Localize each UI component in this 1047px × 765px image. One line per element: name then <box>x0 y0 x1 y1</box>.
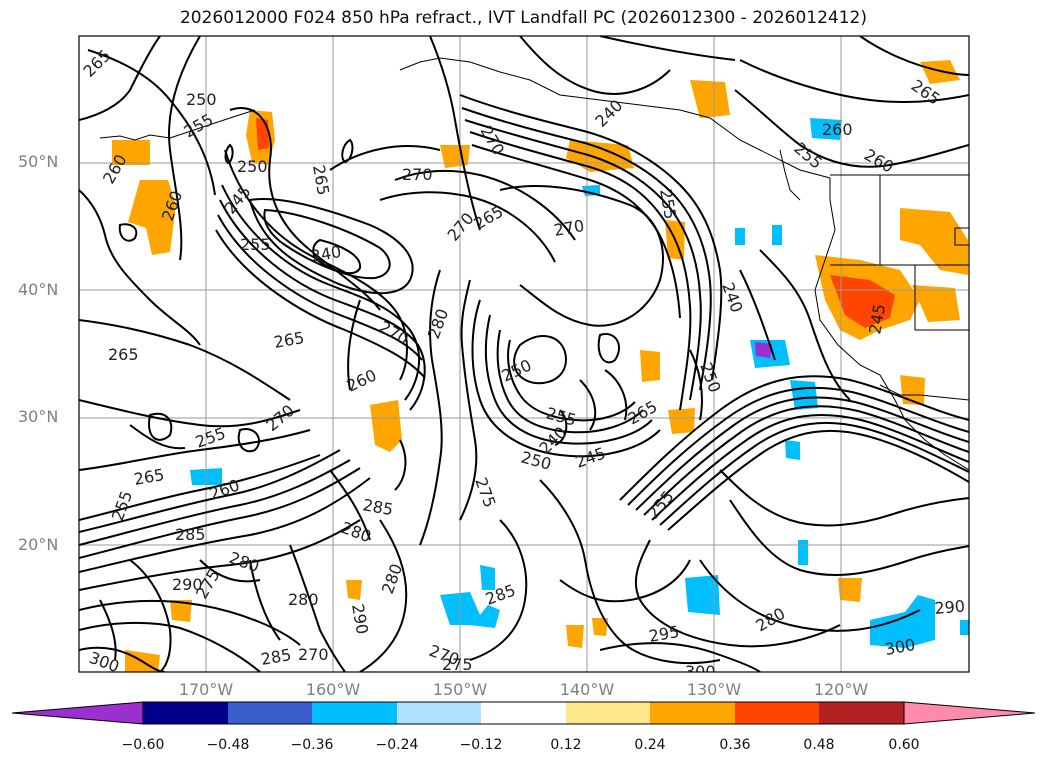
contour-label: 250 <box>237 157 268 176</box>
colorbar-segment <box>312 702 397 724</box>
positive-anomaly <box>112 140 150 165</box>
colorbar-tick-label: −0.24 <box>375 737 419 753</box>
map-title: 2026012000 F024 850 hPa refract., IVT La… <box>179 8 867 28</box>
colorbar-tick-label: 0.12 <box>550 737 582 753</box>
colorbar-tick-label: 0.36 <box>719 737 751 753</box>
contour-label: 290 <box>934 596 966 618</box>
positive-anomaly <box>440 145 470 168</box>
coastlines <box>99 57 969 471</box>
lon-label: 130°W <box>686 680 742 699</box>
lon-label: 120°W <box>813 680 869 699</box>
colorbar-outline <box>142 701 905 725</box>
colorbar-segment <box>819 702 904 724</box>
positive-anomaly <box>128 180 176 255</box>
negative-anomaly <box>798 540 808 565</box>
lon-label: 150°W <box>432 680 488 699</box>
negative-anomaly <box>755 342 772 358</box>
lat-label: 50°N <box>18 152 59 171</box>
colorbar-tick-label: −0.12 <box>459 737 503 753</box>
positive-anomaly <box>370 400 402 452</box>
negative-anomaly <box>772 225 782 245</box>
positive-anomaly <box>690 80 730 118</box>
positive-anomaly <box>668 408 695 434</box>
contour-label: 300 <box>685 662 716 681</box>
colorbar-tick-label: 0.48 <box>803 737 835 753</box>
contour-label: 250 <box>186 90 217 109</box>
colorbar-segment <box>735 702 819 724</box>
contour-label: 260 <box>822 120 853 139</box>
positive-anomaly <box>830 275 895 328</box>
contour-label: 280 <box>288 590 319 609</box>
colorbar-tick-label: −0.48 <box>206 737 250 753</box>
positive-anomaly <box>920 60 960 84</box>
positive-anomaly <box>566 140 634 172</box>
colorbar-segment <box>397 702 481 724</box>
positive-anomaly <box>640 350 660 382</box>
colorbar-segment <box>143 702 228 724</box>
colorbar-segment <box>566 702 650 724</box>
lat-label: 30°N <box>18 407 59 426</box>
lon-label: 140°W <box>559 680 615 699</box>
colorbar-upper-extension <box>903 701 1036 725</box>
contours <box>79 36 969 672</box>
positive-anomaly <box>170 600 192 622</box>
positive-anomaly <box>592 618 608 636</box>
colorbar <box>11 701 1036 725</box>
map-border <box>78 35 970 673</box>
colorbar-tick-label: 0.60 <box>888 737 920 753</box>
negative-anomaly <box>810 118 842 140</box>
contour-label: 290 <box>172 575 203 594</box>
lon-label: 160°W <box>305 680 361 699</box>
negative-anomaly <box>685 575 720 615</box>
positive-anomaly <box>900 375 925 405</box>
contour-label: 275 <box>442 655 473 674</box>
colorbar-tick-label: 0.24 <box>634 737 666 753</box>
negative-anomaly <box>735 228 745 245</box>
colorbar-tick-label: −0.36 <box>290 737 334 753</box>
negative-anomaly <box>480 565 495 590</box>
lat-label: 20°N <box>18 535 59 554</box>
negative-anomaly <box>870 595 935 648</box>
positive-anomaly <box>346 580 362 600</box>
negative-anomaly <box>785 440 800 460</box>
colorbar-tick-label: −0.60 <box>121 737 165 753</box>
colorbar-lower-extension <box>11 701 144 725</box>
contour-label: 255 <box>240 235 271 254</box>
negative-anomaly <box>960 620 969 635</box>
colorbar-segment <box>650 702 735 724</box>
positive-anomaly <box>912 285 960 322</box>
contour-label: 285 <box>175 525 206 544</box>
lon-label: 170°W <box>178 680 234 699</box>
colorbar-segment <box>481 702 566 724</box>
contour-label: 265 <box>108 345 139 364</box>
positive-anomaly <box>900 208 968 275</box>
contour-label: 270 <box>298 645 329 664</box>
positive-anomaly <box>256 118 269 150</box>
negative-anomaly <box>440 592 500 628</box>
colorbar-segment <box>228 702 312 724</box>
positive-anomaly <box>566 625 584 648</box>
positive-anomaly <box>838 578 862 602</box>
lat-label: 40°N <box>18 280 59 299</box>
contour-label: 270 <box>402 165 433 184</box>
